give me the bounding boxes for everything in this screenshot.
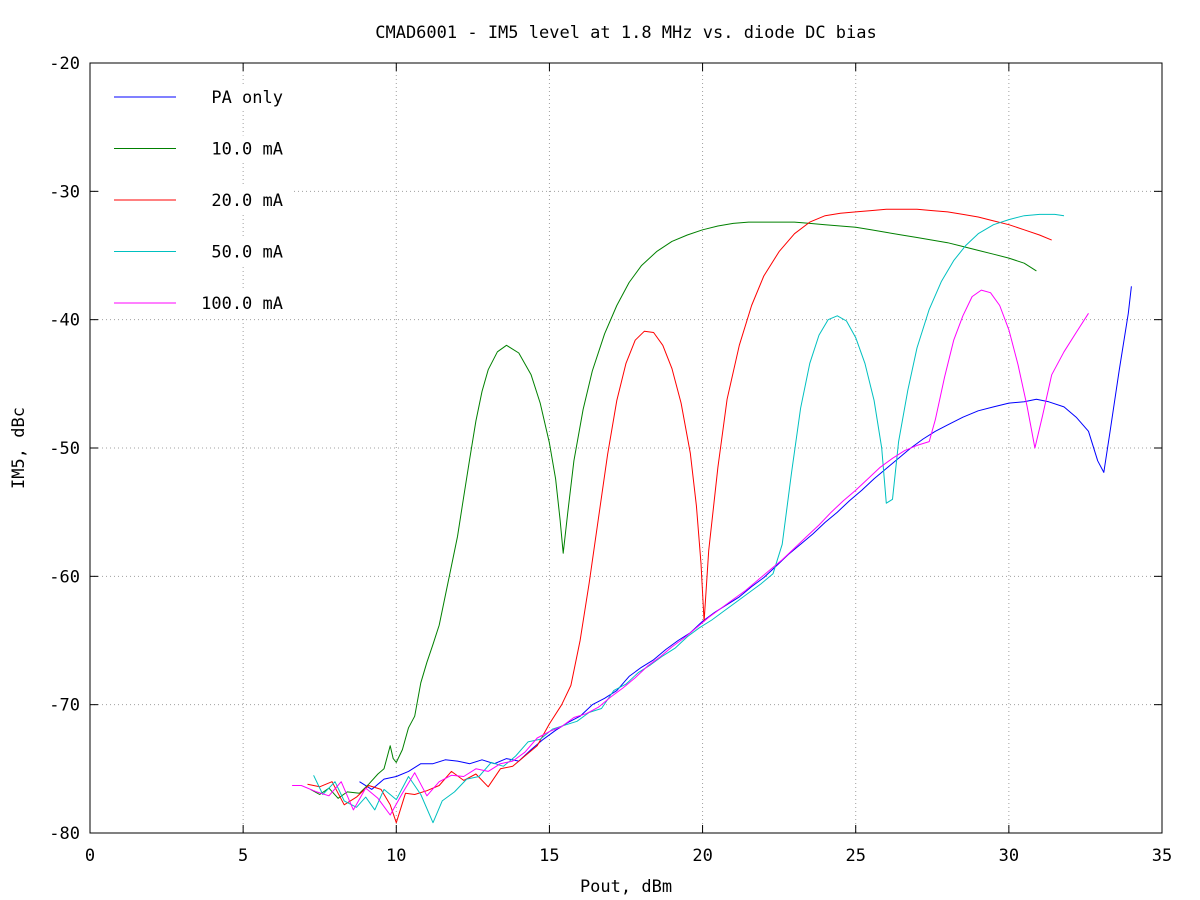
- x-tick-label: 15: [539, 846, 559, 866]
- y-tick-label: -80: [49, 824, 80, 844]
- x-tick-label: 20: [692, 846, 712, 866]
- x-tick-label: 0: [85, 846, 95, 866]
- legend-label: PA only: [211, 88, 283, 108]
- series-line: [307, 208, 1052, 824]
- x-tick-label: 25: [845, 846, 865, 866]
- x-tick-label: 35: [1152, 846, 1172, 866]
- x-tick-label: 5: [238, 846, 248, 866]
- legend-label: 50.0 mA: [211, 243, 283, 263]
- legend-label: 20.0 mA: [211, 191, 283, 211]
- grid: [90, 63, 1162, 833]
- legend: PA only 10.0 mA 20.0 mA 50.0 mA 100.0 mA: [102, 84, 292, 316]
- y-tick-label: -50: [49, 439, 80, 459]
- y-axis-label: IM5, dBc: [9, 407, 29, 489]
- axis-ticks: [89, 62, 1163, 834]
- chart-title: CMAD6001 - IM5 level at 1.8 MHz vs. diod…: [375, 23, 877, 43]
- x-axis-label: Pout, dBm: [580, 877, 672, 897]
- x-tick-label: 30: [999, 846, 1019, 866]
- series-line: [313, 213, 1065, 824]
- tick-labels: 0 5 10 15 20 25 30 35 -80 -70 -60 -50 -40 -30 -20: [49, 54, 1172, 866]
- y-tick-label: -40: [49, 311, 80, 331]
- series-lines: [292, 208, 1132, 824]
- series-line: [359, 286, 1132, 790]
- x-tick-label: 10: [386, 846, 406, 866]
- series-line: [310, 221, 1037, 799]
- y-tick-label: -30: [49, 182, 80, 202]
- y-tick-label: -20: [49, 54, 80, 74]
- y-tick-label: -70: [49, 696, 80, 716]
- legend-label: 100.0 mA: [201, 294, 283, 314]
- series-line: [292, 289, 1089, 816]
- legend-label: 10.0 mA: [211, 140, 283, 160]
- y-tick-label: -60: [49, 567, 80, 587]
